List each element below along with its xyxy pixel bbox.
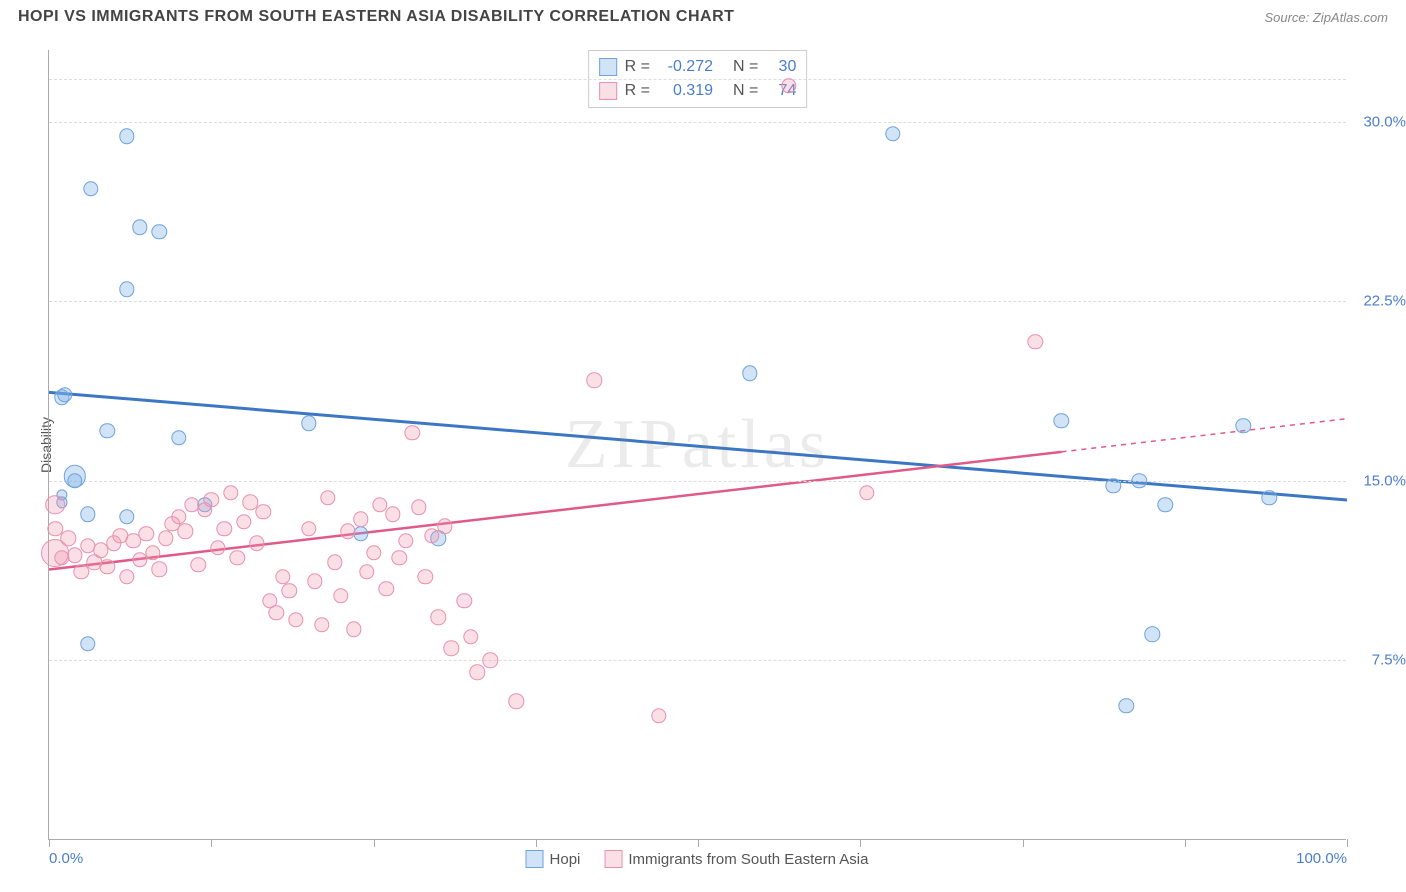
- y-tick-label: 15.0%: [1351, 472, 1406, 489]
- r-label: R =: [625, 55, 650, 79]
- r-value: 0.319: [658, 79, 713, 103]
- plot-area: ZIPatlas R =-0.272N =30R =0.319N =74 7.5…: [48, 50, 1346, 840]
- legend-item: Immigrants from South Eastern Asia: [604, 850, 868, 868]
- x-tick-label: 100.0%: [1296, 850, 1347, 867]
- scatter-chart: Disability ZIPatlas R =-0.272N =30R =0.3…: [48, 50, 1346, 840]
- legend-label: Hopi: [550, 851, 581, 868]
- x-tick: [536, 839, 537, 847]
- data-point[interactable]: [46, 495, 66, 515]
- x-tick: [211, 839, 212, 847]
- x-tick: [860, 839, 861, 847]
- gridline: [49, 122, 1346, 123]
- y-tick-label: 30.0%: [1351, 113, 1406, 130]
- r-value: -0.272: [658, 55, 713, 79]
- x-tick: [374, 839, 375, 847]
- legend-swatch: [526, 850, 544, 868]
- legend-swatch: [604, 850, 622, 868]
- x-tick: [698, 839, 699, 847]
- x-tick: [1023, 839, 1024, 847]
- y-tick-label: 7.5%: [1351, 652, 1406, 669]
- legend-item: Hopi: [526, 850, 581, 868]
- gridline: [49, 660, 1346, 661]
- gridline: [49, 79, 1346, 80]
- gridline: [49, 301, 1346, 302]
- trend-line-dashed: [1061, 419, 1347, 452]
- legend-row: R =0.319N =74: [599, 79, 797, 103]
- r-label: R =: [625, 79, 650, 103]
- x-tick: [49, 839, 50, 847]
- legend-label: Immigrants from South Eastern Asia: [628, 851, 868, 868]
- legend-swatch: [599, 82, 617, 100]
- legend-row: R = -0.272 N = 30: [599, 55, 797, 79]
- x-tick: [1347, 839, 1348, 847]
- trend-lines: [49, 50, 1347, 840]
- chart-title: HOPI VS IMMIGRANTS FROM SOUTH EASTERN AS…: [18, 8, 734, 26]
- y-tick-label: 22.5%: [1351, 293, 1406, 310]
- gridline: [49, 481, 1346, 482]
- n-value: 30: [766, 55, 796, 79]
- legend-swatch: [599, 58, 617, 76]
- header: HOPI VS IMMIGRANTS FROM SOUTH EASTERN AS…: [0, 0, 1406, 34]
- n-label: N =: [733, 79, 758, 103]
- series-legend: Hopi Immigrants from South Eastern Asia: [526, 850, 869, 868]
- source-label: Source: ZipAtlas.com: [1264, 10, 1388, 25]
- x-tick: [1185, 839, 1186, 847]
- n-label: N =: [733, 55, 758, 79]
- x-tick-label: 0.0%: [49, 850, 83, 867]
- trend-line: [49, 392, 1347, 500]
